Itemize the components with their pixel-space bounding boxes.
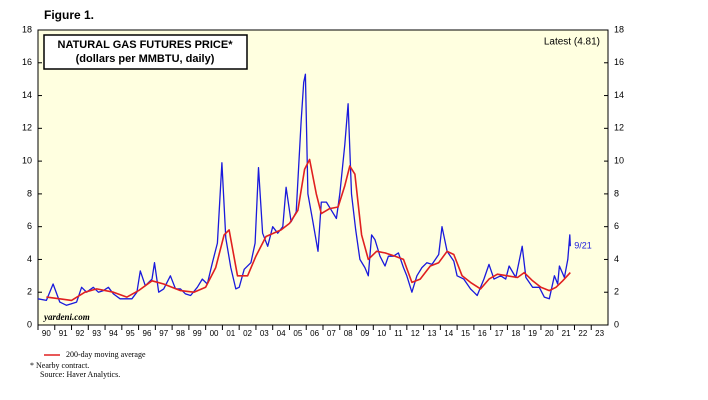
y-tick-label: 4 <box>614 254 619 264</box>
x-tick-label: 13 <box>428 329 437 338</box>
x-tick-label: 93 <box>92 329 101 338</box>
y-tick-label: 8 <box>27 188 32 198</box>
source: Source: Haver Analytics. <box>40 370 120 379</box>
y-tick-label: 10 <box>22 155 32 165</box>
y-tick-label: 12 <box>22 123 32 133</box>
x-tick-label: 21 <box>562 329 571 338</box>
x-tick-label: 03 <box>260 329 269 338</box>
note: * Nearby contract. <box>30 361 89 370</box>
y-tick-label: 6 <box>27 221 32 231</box>
y-tick-label: 16 <box>614 57 624 67</box>
legend-label: 200-day moving average <box>66 350 146 359</box>
x-tick-label: 08 <box>344 329 353 338</box>
date-annotation: 9/21 <box>574 241 592 251</box>
x-tick-label: 02 <box>243 329 252 338</box>
y-tick-label: 6 <box>614 221 619 231</box>
latest-annotation: Latest (4.81) <box>544 37 600 48</box>
x-tick-label: 23 <box>595 329 604 338</box>
y-tick-label: 18 <box>22 24 32 34</box>
y-tick-label: 0 <box>614 319 619 329</box>
x-tick-label: 12 <box>411 329 420 338</box>
x-tick-label: 06 <box>310 329 319 338</box>
y-tick-label: 14 <box>614 90 624 100</box>
y-tick-label: 16 <box>22 57 32 67</box>
x-tick-label: 19 <box>528 329 537 338</box>
x-tick-label: 04 <box>277 329 286 338</box>
x-tick-label: 94 <box>109 329 118 338</box>
x-tick-label: 90 <box>42 329 51 338</box>
y-tick-label: 2 <box>614 287 619 297</box>
x-tick-label: 95 <box>126 329 135 338</box>
y-tick-label: 8 <box>614 188 619 198</box>
x-tick-label: 20 <box>545 329 554 338</box>
line-series <box>46 158 571 302</box>
line-series <box>37 73 571 306</box>
y-tick-label: 14 <box>22 90 32 100</box>
x-tick-label: 99 <box>193 329 202 338</box>
plot-area <box>37 29 609 326</box>
x-tick-label: 05 <box>293 329 302 338</box>
x-tick-label: 92 <box>75 329 84 338</box>
title-box <box>43 34 248 70</box>
x-tick-label: 09 <box>360 329 369 338</box>
x-tick-label: 22 <box>578 329 587 338</box>
x-tick-label: 98 <box>176 329 185 338</box>
x-tick-label: 16 <box>478 329 487 338</box>
x-tick-label: 96 <box>143 329 152 338</box>
x-tick-label: 11 <box>394 329 403 338</box>
figure-label: Figure 1. <box>44 8 94 22</box>
chart-subtitle: (dollars per MMBTU, daily) <box>76 53 215 65</box>
x-tick-label: 97 <box>159 329 168 338</box>
x-tick-label: 07 <box>327 329 336 338</box>
x-tick-label: 18 <box>511 329 520 338</box>
x-tick-label: 01 <box>226 329 235 338</box>
y-tick-label: 0 <box>27 319 32 329</box>
y-tick-label: 12 <box>614 123 624 133</box>
x-tick-label: 14 <box>444 329 453 338</box>
x-tick-label: 15 <box>461 329 470 338</box>
y-tick-label: 18 <box>614 24 624 34</box>
x-tick-label: 10 <box>377 329 386 338</box>
chart-title: NATURAL GAS FUTURES PRICE* <box>58 39 234 51</box>
y-tick-label: 10 <box>614 155 624 165</box>
y-tick-label: 4 <box>27 254 32 264</box>
watermark: yardeni.com <box>43 312 90 322</box>
x-tick-label: 00 <box>210 329 219 338</box>
x-tick-label: 91 <box>59 329 68 338</box>
x-tick-label: 17 <box>495 329 504 338</box>
y-tick-label: 2 <box>27 287 32 297</box>
